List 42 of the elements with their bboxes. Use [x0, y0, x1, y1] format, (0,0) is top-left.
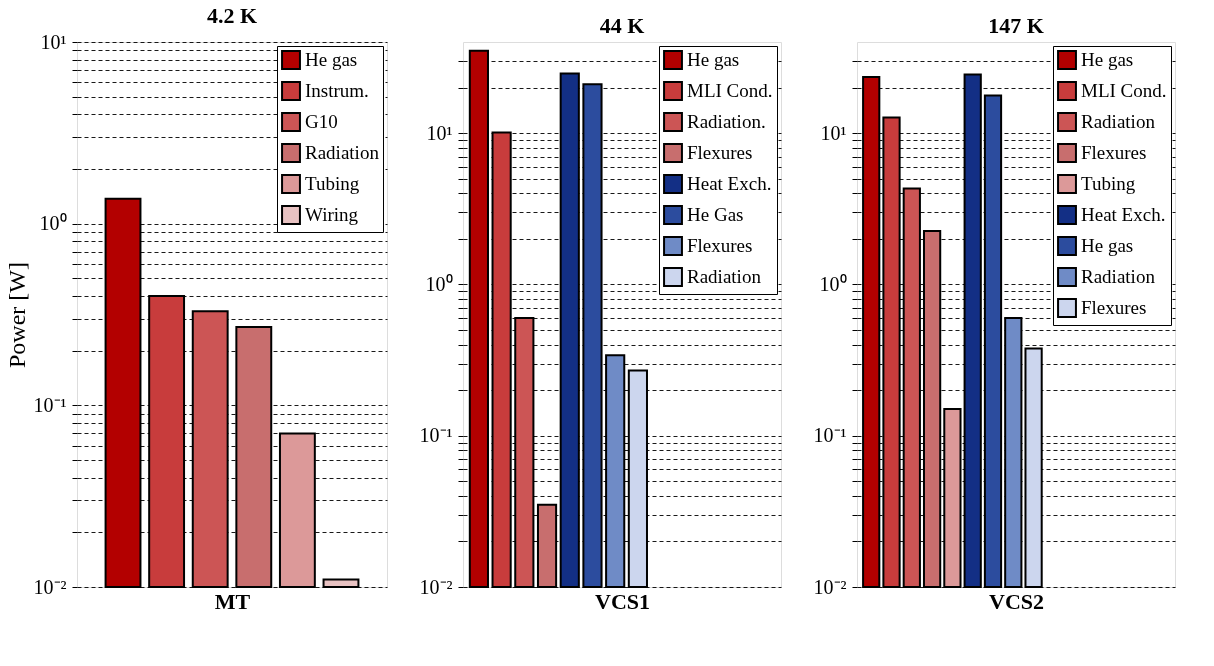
- legend-label: Radiation: [687, 266, 762, 287]
- chart-title: 147 K: [988, 13, 1044, 38]
- y-tick-label: 10¹: [40, 30, 67, 53]
- legend-label: MLI Cond.: [687, 80, 773, 101]
- x-axis-title: MT: [214, 588, 251, 614]
- x-axis-title: VCS1: [594, 588, 651, 614]
- legend-label: Radiation: [1081, 111, 1156, 132]
- chart-title: 4.2 K: [206, 3, 258, 28]
- y-tick-label: 10⁻¹: [33, 393, 67, 416]
- y-tick-label: 10⁰: [39, 212, 67, 235]
- legend-label: Radiation: [1081, 266, 1156, 287]
- legend-label: Instrum.: [305, 80, 369, 101]
- legend-label: Flexures: [1081, 297, 1147, 318]
- legend-label: G10: [305, 111, 338, 132]
- y-tick-label: 10⁻²: [813, 575, 847, 598]
- legend-label: Tubing: [1081, 173, 1136, 194]
- y-tick-label: 10⁻²: [419, 575, 453, 598]
- legend-label: Heat Exch.: [1081, 204, 1166, 225]
- legend-label: Wiring: [305, 204, 359, 225]
- legend-label: Radiation: [305, 142, 380, 163]
- y-tick-label: 10⁻¹: [813, 424, 847, 447]
- y-tick-label: 10¹: [820, 121, 847, 144]
- legend-label: He Gas: [687, 204, 744, 225]
- y-tick-label: 10⁰: [425, 272, 453, 295]
- legend-label: He gas: [687, 49, 740, 70]
- legend-label: MLI Cond.: [1081, 80, 1167, 101]
- legend-label: He gas: [1081, 49, 1134, 70]
- legend-label: Tubing: [305, 173, 360, 194]
- y-tick-label: 10¹: [426, 121, 453, 144]
- y-tick-label: 10⁰: [819, 272, 847, 295]
- legend-label: Flexures: [687, 142, 753, 163]
- legend-label: Flexures: [1081, 142, 1147, 163]
- legend-label: He gas: [305, 49, 358, 70]
- y-axis-title: Power [W]: [3, 262, 30, 368]
- legend-label: He gas: [1081, 235, 1134, 256]
- legend-label: Radiation.: [687, 111, 766, 132]
- y-tick-label: 10⁻¹: [419, 424, 453, 447]
- legend-label: Flexures: [687, 235, 753, 256]
- y-tick-label: 10⁻²: [33, 575, 67, 598]
- x-axis-title: VCS2: [988, 588, 1045, 614]
- legend-label: Heat Exch.: [687, 173, 772, 194]
- chart-title: 44 K: [599, 13, 645, 38]
